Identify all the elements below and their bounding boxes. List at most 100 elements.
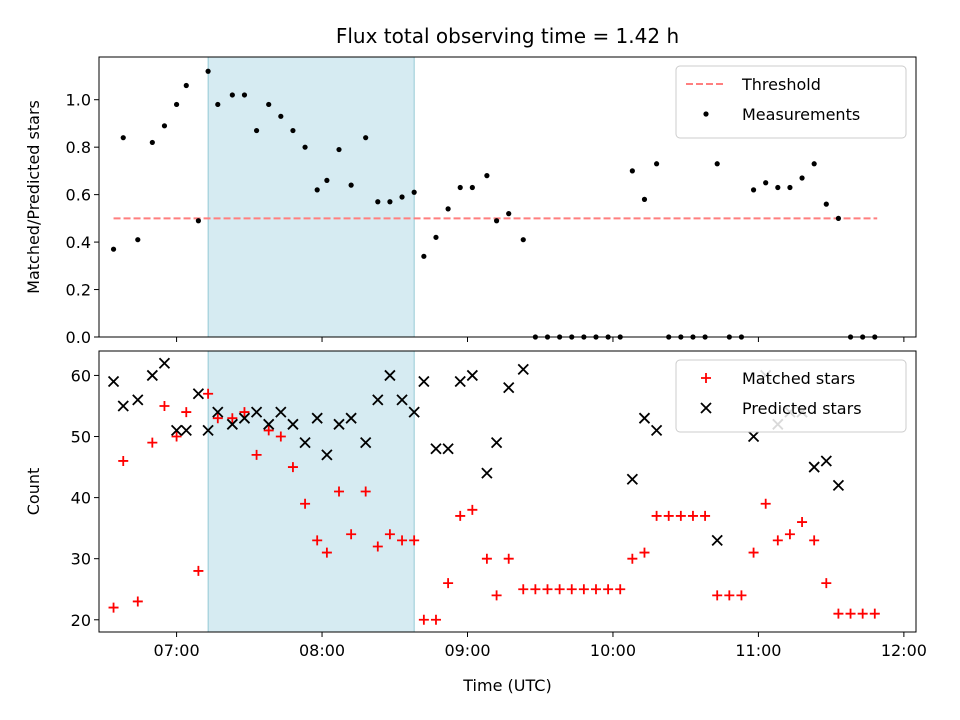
predicted-star-marker — [372, 394, 384, 406]
measurement-point — [787, 184, 793, 191]
measurement-point — [215, 101, 221, 108]
measurement-point — [241, 92, 248, 98]
measurement-point — [835, 215, 842, 221]
predicted-star-marker — [747, 430, 760, 443]
measurement-point — [823, 201, 829, 207]
matched-star-marker — [651, 510, 662, 521]
matched-star-marker — [687, 510, 698, 521]
matched-star-marker — [700, 510, 711, 521]
matched-star-marker — [712, 590, 723, 601]
x-tick-label: 07:00 — [154, 641, 200, 660]
measurement-point — [161, 123, 168, 129]
matched-star-marker — [518, 584, 529, 595]
matched-star-marker — [809, 535, 820, 546]
predicted-star-marker — [454, 375, 466, 388]
legend-matched-swatch — [701, 373, 711, 383]
matched-star-marker — [639, 547, 650, 558]
measurement-point — [493, 218, 500, 224]
matched-star-marker — [227, 413, 238, 424]
matched-star-marker — [821, 578, 832, 589]
legend-measurements-swatch — [703, 111, 709, 117]
predicted-star-marker — [192, 388, 205, 400]
y-tick-label: 0.6 — [66, 186, 91, 205]
x-tick-label: 10:00 — [590, 641, 636, 660]
matched-star-marker — [845, 608, 856, 619]
matched-star-marker — [797, 517, 808, 528]
predicted-star-marker — [311, 412, 323, 424]
y-tick-label: 60 — [71, 366, 91, 385]
predicted-star-marker — [345, 412, 357, 424]
x-tick-label: 09:00 — [444, 641, 490, 660]
matched-star-marker — [321, 547, 332, 558]
measurement-point — [205, 68, 211, 74]
measurement-point — [302, 144, 308, 150]
matched-star-marker — [724, 590, 735, 601]
measurement-point — [653, 161, 660, 167]
predicted-star-marker — [263, 418, 275, 430]
top-panel: 0.0 0.2 0.4 0.6 0.8 1.0 Flux total observing t… — [24, 24, 917, 347]
measurement-point — [387, 199, 393, 205]
measurement-point — [421, 253, 427, 259]
matched-star-marker — [239, 407, 250, 418]
predicted-star-marker — [146, 369, 158, 382]
predicted-star-marker — [490, 436, 503, 449]
matched-star-marker — [491, 590, 502, 601]
matched-star-marker — [736, 590, 747, 601]
matched-star-marker — [132, 596, 143, 607]
matched-star-marker — [530, 584, 541, 595]
measurement-point — [799, 175, 805, 181]
matched-star-marker — [397, 535, 408, 546]
y-tick-label: 0.2 — [66, 281, 91, 300]
predicted-star-marker — [820, 455, 832, 467]
matched-star-marker — [193, 565, 204, 576]
matched-star-marker — [360, 486, 371, 497]
measurement-point — [253, 127, 260, 134]
predicted-star-marker — [226, 418, 238, 430]
y-tick-label: 50 — [71, 428, 91, 447]
matched-star-marker — [833, 608, 844, 619]
matched-star-marker — [430, 614, 441, 625]
legend-box — [675, 359, 907, 433]
y-tick-label: 40 — [71, 489, 91, 508]
measurement-point — [363, 135, 369, 141]
measurement-point — [775, 184, 781, 191]
matched-star-marker — [772, 535, 783, 546]
matched-star-marker — [675, 510, 686, 521]
x-tick-label: 11:00 — [735, 641, 781, 660]
matched-star-marker — [566, 584, 577, 595]
measurement-point — [520, 237, 526, 243]
measurement-point — [135, 237, 141, 243]
axes-frame — [98, 350, 917, 633]
predicted-star-marker — [517, 363, 529, 375]
measurement-point — [484, 173, 490, 179]
legend-box — [675, 65, 907, 139]
matched-star-marker — [251, 449, 262, 460]
matched-star-marker — [760, 498, 771, 509]
predicted-star-marker — [418, 375, 430, 388]
matched-star-marker — [334, 486, 345, 497]
measurement-point — [714, 161, 720, 167]
predicted-star-marker — [180, 424, 192, 437]
measurement-point — [399, 194, 405, 200]
matched-star-marker — [171, 431, 182, 442]
shaded-span — [207, 56, 415, 338]
bottom-panel: 20 30 40 50 60 07:00 08:00 09:00 10:00 11:00 12:00… — [24, 350, 927, 695]
measurement-point — [183, 82, 189, 89]
predicted-star-marker — [360, 436, 372, 449]
shaded-span — [207, 350, 415, 633]
matched-star-marker — [346, 529, 357, 540]
predicted-star-marker — [503, 382, 515, 394]
matched-star-marker — [542, 584, 553, 595]
matched-star-marker — [748, 547, 759, 558]
measurement-point — [433, 234, 439, 240]
measurement-point — [173, 101, 180, 108]
measurement-point — [229, 92, 235, 98]
predicted-star-marker — [107, 375, 120, 388]
y-tick-label: 0.4 — [66, 233, 91, 252]
predicted-star-marker — [158, 357, 171, 369]
matched-star-marker — [275, 431, 286, 442]
matched-star-marker — [384, 529, 395, 540]
y-tick-label: 0.8 — [66, 138, 91, 157]
predicted-star-marker — [238, 412, 251, 424]
measurement-point — [375, 199, 381, 205]
